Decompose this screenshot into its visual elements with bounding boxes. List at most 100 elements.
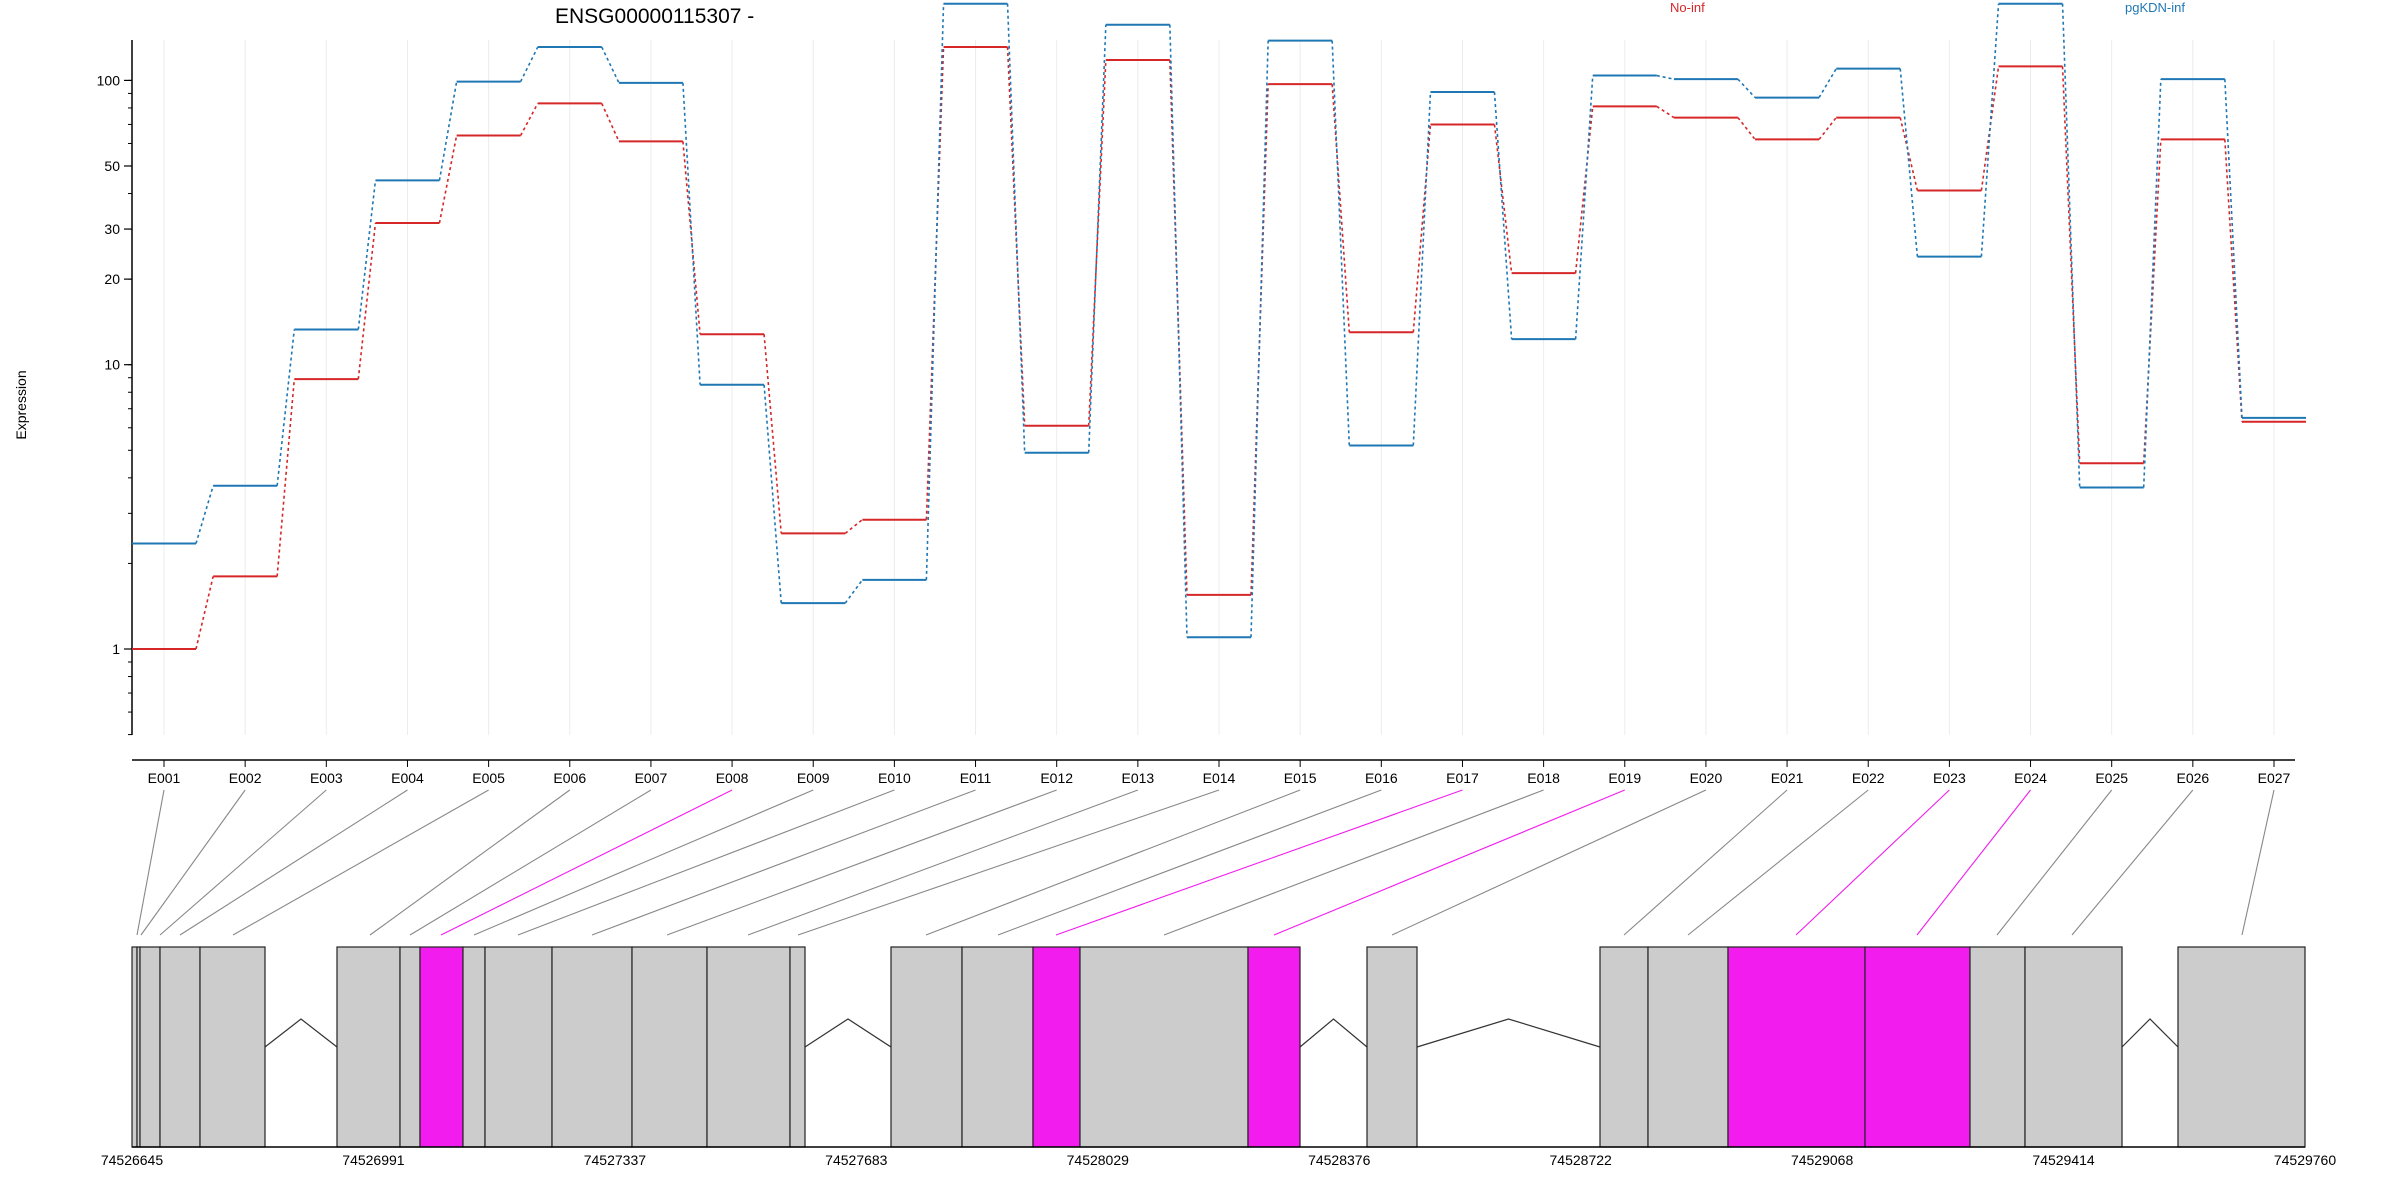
data-connector (1250, 84, 1269, 595)
intron-line (2121, 1018, 2179, 1048)
data-connector (2224, 79, 2243, 418)
exon-block (1079, 946, 1249, 1148)
legend-no-inf: No-inf (1670, 0, 1705, 15)
exon-connector (369, 789, 571, 936)
y-tick-label: 200 (97, 0, 121, 3)
x-tick-label: E017 (1446, 770, 1479, 786)
data-connector (1737, 78, 1756, 99)
x-tick-label: E010 (878, 770, 911, 786)
intron-line (1299, 1018, 1368, 1048)
x-tick-label: E016 (1365, 770, 1398, 786)
exon-connector (925, 789, 1301, 936)
data-connector (1087, 59, 1107, 426)
legend-pgkdn-inf: pgKDN-inf (2125, 0, 2185, 15)
x-tick-label: E018 (1527, 770, 1560, 786)
data-connector (601, 103, 620, 142)
exon-block (2024, 946, 2123, 1148)
x-tick-label: E011 (960, 770, 992, 786)
coordinate-label: 74528722 (1550, 1152, 1613, 1168)
x-tick-label: E012 (1040, 770, 1073, 786)
exon-connector (1391, 789, 1707, 936)
y-axis-label: Expression (13, 370, 29, 439)
exon-block (1969, 946, 2026, 1148)
exon-block (139, 946, 161, 1148)
exon-connector (517, 789, 895, 936)
coordinate-label: 74526645 (101, 1152, 164, 1168)
exon-connector (591, 789, 976, 936)
data-connector (276, 329, 296, 486)
intron-line (264, 1018, 338, 1048)
x-tick-label: E001 (148, 770, 181, 786)
data-connector (438, 135, 458, 224)
data-connector (1169, 24, 1188, 638)
intron-line (804, 1018, 892, 1048)
exon-block (1366, 946, 1418, 1148)
coordinate-label: 74529760 (2274, 1152, 2337, 1168)
y-tick-label: 20 (104, 271, 120, 287)
exon-block-highlighted (419, 946, 464, 1148)
x-tick-label: E021 (1771, 770, 1804, 786)
x-tick-label: E020 (1690, 770, 1723, 786)
exon-block (890, 946, 963, 1148)
exon-block (1647, 946, 1729, 1148)
exon-connector (179, 789, 408, 936)
x-tick-label: E013 (1121, 770, 1154, 786)
data-connector (195, 576, 214, 650)
exon-connector (1273, 789, 1625, 936)
exon-block-highlighted (1032, 946, 1081, 1148)
data-connector (844, 519, 863, 535)
x-tick-label: E008 (716, 770, 749, 786)
x-tick-label: E015 (1284, 770, 1317, 786)
data-connector (1574, 106, 1594, 274)
x-tick-label: E009 (797, 770, 830, 786)
exon-block (399, 946, 421, 1148)
coordinate-label: 74527683 (825, 1152, 888, 1168)
exon-connector (440, 789, 733, 936)
data-connector (1656, 105, 1675, 119)
exon-connector (1163, 789, 1544, 936)
coordinate-label: 74528376 (1308, 1152, 1371, 1168)
exon-connector (232, 789, 489, 936)
exon-connector (2071, 789, 2194, 936)
exon-connector (159, 789, 327, 936)
data-connector (195, 485, 214, 544)
data-connector (763, 334, 783, 534)
exon-block (706, 946, 791, 1148)
coordinate-label: 74528029 (1067, 1152, 1130, 1168)
exon-block (2177, 946, 2306, 1148)
data-connector (1493, 91, 1513, 340)
exon-connector (1687, 789, 1869, 936)
data-connector (1737, 117, 1756, 140)
exon-block (199, 946, 266, 1148)
exon-connector (797, 789, 1220, 936)
data-connector (2061, 66, 2081, 464)
x-tick-label: E026 (2176, 770, 2209, 786)
y-tick-label: 100 (97, 72, 121, 88)
exon-block (462, 946, 486, 1148)
data-connector (519, 46, 539, 82)
exon-connector (747, 789, 1139, 936)
data-connector (1006, 47, 1026, 426)
data-connector (1412, 124, 1432, 333)
exon-block-highlighted (1727, 946, 1866, 1148)
x-tick-label: E022 (1852, 770, 1885, 786)
y-tick-label: 30 (104, 221, 120, 237)
exon-block-highlighted (1864, 946, 1971, 1148)
exon-connector (140, 789, 246, 936)
x-tick-label: E005 (472, 770, 505, 786)
data-connector (1899, 68, 1919, 257)
exon-connector (409, 789, 652, 936)
chart-title: ENSG00000115307 - (555, 5, 754, 28)
data-connector (1331, 84, 1351, 333)
data-connector (276, 379, 296, 577)
exon-connector (1795, 789, 1950, 936)
x-tick-label: E027 (2258, 770, 2291, 786)
y-tick-label: 1 (112, 641, 120, 657)
exon-block (484, 946, 553, 1148)
exon-block (961, 946, 1034, 1148)
data-connector (601, 46, 620, 84)
series-pgkdn-inf (132, 2, 2306, 639)
exon-connector (1055, 789, 1463, 936)
exon-block (551, 946, 633, 1148)
